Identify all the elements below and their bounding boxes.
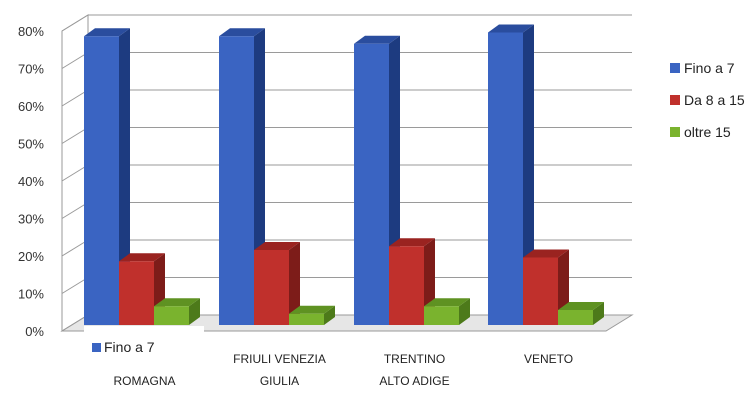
bar-front	[219, 36, 254, 325]
y-tick-label: 10%	[18, 287, 44, 302]
bar-front	[289, 313, 324, 325]
bar-top	[154, 298, 200, 307]
legend-swatch	[670, 95, 680, 105]
bar	[488, 24, 534, 325]
bar-front	[424, 306, 459, 325]
legend: Fino a 7 Da 8 a 15 oltre 15	[670, 60, 745, 140]
gridline-side	[61, 127, 89, 144]
bar-series	[84, 24, 604, 325]
gridline-side	[61, 277, 89, 294]
bar-front	[154, 306, 189, 325]
category-label: FRIULI VENEZIA	[233, 352, 326, 366]
bar	[254, 242, 300, 325]
y-tick-label: 30%	[18, 212, 44, 227]
bar-top	[219, 28, 265, 37]
gridline-side	[61, 239, 89, 257]
bar-top	[424, 298, 470, 307]
bar	[389, 238, 435, 325]
gridline-side	[61, 314, 89, 332]
bar-side	[459, 298, 470, 325]
bar-side	[593, 302, 604, 325]
overlay-legend-label: Fino a 7	[104, 339, 155, 355]
category-label: GIULIA	[260, 374, 299, 388]
bar	[289, 305, 335, 325]
bar	[84, 28, 130, 325]
y-axis-ticks: 0% 10% 20% 30% 40% 50% 60% 70% 80%	[18, 24, 44, 339]
bar-top	[389, 238, 435, 247]
bar-top	[289, 305, 335, 314]
legend-label: Fino a 7	[684, 60, 735, 76]
category-label: TRENTINO	[384, 352, 445, 366]
bar	[558, 302, 604, 325]
bar-front	[354, 43, 389, 325]
legend-label: oltre 15	[684, 124, 731, 140]
bar	[424, 298, 470, 325]
bar	[154, 298, 200, 325]
y-tick-label: 40%	[18, 174, 44, 189]
gridline-side	[61, 52, 89, 69]
category-label: ROMAGNA	[113, 374, 175, 388]
bar-side	[119, 28, 130, 325]
bar-side	[324, 305, 335, 325]
y-tick-label: 20%	[18, 249, 44, 264]
bar-top	[119, 253, 165, 262]
bar-top	[84, 28, 130, 37]
bar-side	[189, 298, 200, 325]
y-tick-label: 70%	[18, 62, 44, 77]
overlay-swatch	[92, 343, 101, 352]
gridline-side	[61, 14, 89, 32]
bar-front	[488, 32, 523, 325]
bar-front	[84, 36, 119, 325]
category-label: VENETO	[524, 352, 573, 366]
overlay-legend: Fino a 7	[84, 326, 204, 360]
y-tick-label: 50%	[18, 137, 44, 152]
bar-top	[354, 35, 400, 44]
x-axis-categories: ROMAGNA FRIULI VENEZIA GIULIA TRENTINO ALTO …	[113, 352, 573, 388]
bar-front	[558, 310, 593, 325]
y-tick-label: 60%	[18, 99, 44, 114]
legend-swatch	[670, 63, 680, 73]
gridline-side	[61, 164, 89, 182]
bar-top	[523, 249, 569, 258]
bar-top	[254, 242, 300, 250]
overlay-box	[84, 326, 204, 360]
legend-label: Da 8 a 15	[684, 92, 745, 108]
bar-top	[558, 302, 604, 310]
y-tick-label: 80%	[18, 24, 44, 39]
bar-front	[523, 257, 558, 325]
gridline-side	[61, 202, 89, 219]
gridline-side	[61, 89, 89, 107]
bar-front	[254, 250, 289, 325]
bar-side	[523, 24, 534, 325]
y-tick-label: 0%	[25, 324, 44, 339]
bar-front	[389, 246, 424, 325]
bar-top	[488, 24, 534, 33]
legend-swatch	[670, 127, 680, 137]
bar-side	[289, 242, 300, 325]
bar-front	[119, 261, 154, 325]
category-label: ALTO ADIGE	[379, 374, 449, 388]
